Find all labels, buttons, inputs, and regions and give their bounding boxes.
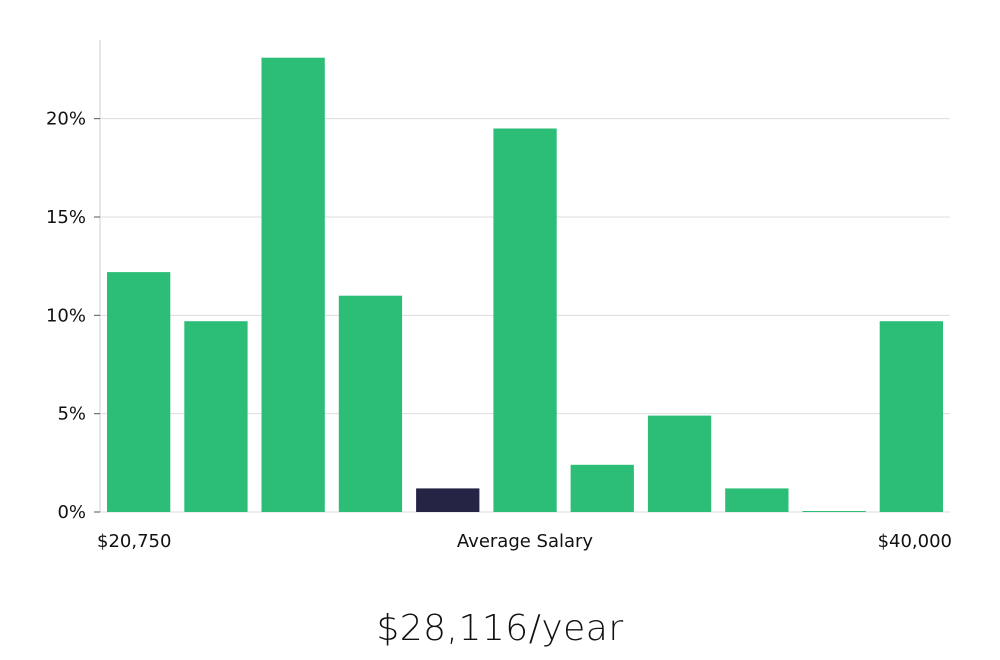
bar bbox=[725, 488, 789, 512]
bar bbox=[570, 464, 634, 512]
salary-histogram-chart: 0% 5% 10% 15% 20% $20,750 Average Salary $40… bbox=[46, 40, 952, 552]
y-tick-label: 20% bbox=[46, 109, 86, 130]
bar bbox=[338, 295, 403, 512]
bar bbox=[647, 415, 712, 512]
bars bbox=[107, 57, 943, 512]
y-tick-label: 15% bbox=[46, 207, 86, 228]
x-axis: $20,750 Average Salary $40,000 bbox=[97, 531, 952, 552]
x-min-label: $20,750 bbox=[97, 531, 171, 552]
y-axis: 0% 5% 10% 15% 20% bbox=[46, 40, 101, 523]
y-tick-label: 0% bbox=[57, 502, 86, 523]
x-max-label: $40,000 bbox=[878, 531, 952, 552]
x-middle-label: Average Salary bbox=[457, 531, 594, 552]
y-tick-label: 10% bbox=[46, 305, 86, 326]
average-salary-value: $28,116/year bbox=[376, 608, 624, 649]
bar bbox=[184, 321, 248, 512]
bar bbox=[107, 272, 171, 512]
bar bbox=[802, 511, 866, 512]
y-tick-label: 5% bbox=[57, 404, 86, 425]
bar-average-salary bbox=[416, 488, 480, 512]
bar bbox=[261, 57, 325, 512]
bar bbox=[879, 321, 943, 512]
bar bbox=[493, 128, 557, 512]
